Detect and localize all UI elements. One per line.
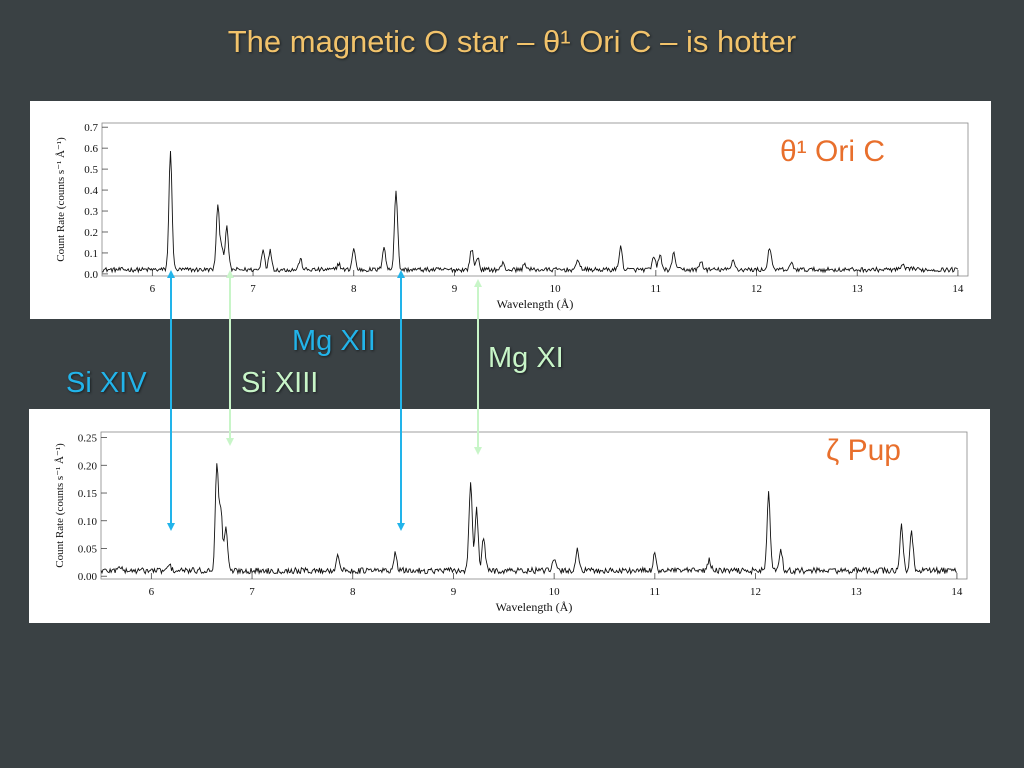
si-xiv-label: Si XIV (66, 367, 147, 399)
y-axis-label: Count Rate (counts s⁻¹ Å⁻¹) (55, 137, 67, 262)
x-tick-label: 11 (650, 586, 661, 598)
mg-xii-label: Mg XII (292, 325, 376, 357)
x-tick-label: 13 (851, 586, 863, 598)
x-tick-label: 13 (852, 283, 864, 295)
y-tick-label: 0.00 (78, 571, 98, 583)
x-tick-label: 9 (452, 283, 458, 295)
x-tick-label: 11 (651, 283, 662, 295)
zeta-pup-spectrum-chart: 6 7 8 9 10 11 12 13 14 0.00 0.05 0.10 0.15 0.20 0.25 Wa… (54, 431, 968, 614)
y-tick-label: 0.7 (84, 122, 98, 134)
x-tick-label: 7 (250, 283, 256, 295)
x-tick-label: 6 (149, 586, 155, 598)
mg-xi-label: Mg XI (488, 342, 564, 374)
x-tick-label: 7 (249, 586, 255, 598)
x-tick-label: 8 (350, 586, 356, 598)
x-tick-label: 12 (750, 586, 761, 598)
y-tick-label: 0.2 (84, 227, 98, 239)
x-tick-label: 6 (150, 283, 156, 295)
x-tick-label: 14 (952, 283, 964, 295)
y-tick-label: 0.20 (78, 460, 98, 472)
x-axis-label: Wavelength (Å) (496, 600, 573, 614)
zeta-pup-spectrum-panel: 6 7 8 9 10 11 12 13 14 0.00 0.05 0.10 0.15 0.20 0.25 Wa… (29, 409, 990, 623)
y-tick-label: 0.15 (78, 488, 98, 500)
theta1-ori-c-label: θ¹ Ori C (780, 135, 885, 168)
x-tick-label: 12 (751, 283, 762, 295)
y-tick-label: 0.1 (84, 248, 98, 260)
y-tick-label: 0.25 (78, 433, 98, 445)
x-tick-label: 9 (451, 586, 457, 598)
theta1-ori-c-spectrum-chart: 6 7 8 9 10 11 12 13 14 0.0 0.1 0.2 0.3 0.4 0.5 0.6 0.7 Wa… (55, 122, 969, 311)
zeta-pup-label: ζ Pup (826, 434, 901, 467)
y-tick-label: 0.10 (78, 516, 98, 528)
theta1-ori-c-spectrum-panel: 6 7 8 9 10 11 12 13 14 0.0 0.1 0.2 0.3 0.4 0.5 0.6 0.7 Wa… (30, 101, 991, 319)
x-tick-label: 10 (549, 586, 561, 598)
si-xiii-label: Si XIII (241, 367, 319, 399)
plot-frame (101, 122, 969, 277)
x-tick-label: 8 (351, 283, 357, 295)
y-tick-label: 0.5 (84, 164, 98, 176)
x-tick-label: 10 (550, 283, 562, 295)
y-tick-label: 0.6 (84, 143, 98, 155)
y-axis-label: Count Rate (counts s⁻¹ Å⁻¹) (54, 443, 66, 568)
y-tick-label: 0.05 (78, 543, 98, 555)
spectrum-line (100, 463, 958, 576)
x-axis-label: Wavelength (Å) (497, 297, 574, 311)
slide-title: The magnetic O star – θ¹ Ori C – is hott… (227, 24, 797, 59)
spectrum-line (102, 150, 959, 274)
x-tick-label: 14 (951, 586, 963, 598)
y-tick-label: 0.0 (84, 269, 98, 281)
plot-frame (100, 431, 968, 580)
y-tick-label: 0.3 (84, 206, 98, 218)
y-tick-label: 0.4 (84, 185, 98, 197)
